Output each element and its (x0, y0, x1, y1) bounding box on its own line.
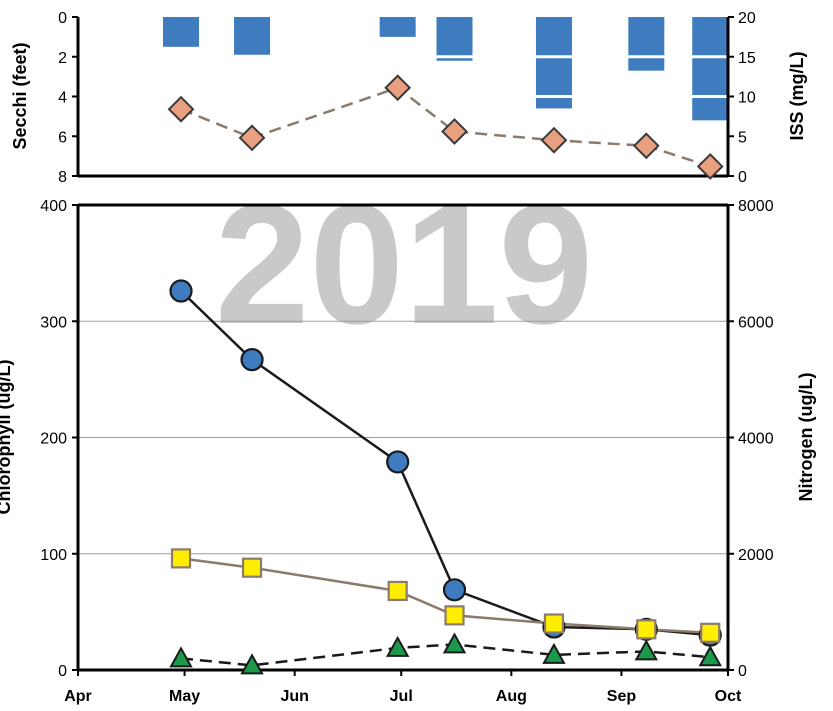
chlorophyll-axis-title: Chlorophyll (ug/L) (0, 360, 14, 515)
phosphorus-point (385, 635, 410, 657)
secchi-bar (535, 17, 572, 56)
secchi-bar (692, 17, 729, 56)
secchi-tick-label: 2 (58, 50, 67, 67)
phosphorus-line (180, 643, 711, 667)
secchi-bar (628, 58, 665, 71)
x-tick-label: May (169, 688, 200, 705)
left-tick-label: 200 (40, 431, 67, 448)
series-markers (169, 279, 722, 675)
x-tick-label: Apr (64, 688, 92, 705)
phosphorus-point (442, 632, 467, 654)
x-tick-label: Jul (390, 688, 413, 705)
nitrogen-point (241, 557, 263, 578)
iss-point (540, 126, 568, 154)
iss-tick-label: 0 (738, 169, 747, 186)
right-tick-label: 6000 (738, 314, 774, 331)
secchi-tick-label: 4 (58, 90, 67, 107)
right-tick-label: 8000 (738, 198, 774, 215)
nitrogen-point (700, 622, 721, 643)
secchi-tick-label: 8 (58, 169, 67, 186)
secchi-bar (436, 17, 473, 56)
top-panel: 0 2 4 6 8 0 5 10 15 20 Secchi (feet) ISS (mg/L) (10, 10, 807, 186)
phosphorus-point (698, 645, 722, 667)
right-tick-label: 2000 (738, 547, 774, 564)
phosphorus-point (240, 653, 264, 675)
secchi-tick-label: 0 (58, 10, 67, 27)
secchi-bars (163, 17, 729, 121)
secchi-bar (234, 17, 271, 55)
phosphorus-point (634, 639, 659, 661)
right-tick-label: 4000 (738, 431, 774, 448)
iss-tick-label: 10 (738, 90, 756, 107)
secchi-bar (163, 17, 200, 47)
left-tick-label: 0 (58, 663, 67, 680)
iss-point (384, 74, 412, 102)
top-axes: 0 2 4 6 8 0 5 10 15 20 (58, 10, 756, 186)
left-tick-label: 100 (40, 547, 67, 564)
iss-markers (167, 74, 724, 180)
left-tick-label: 300 (40, 314, 67, 331)
iss-point (167, 95, 195, 123)
secchi-bar (692, 98, 729, 121)
nitrogen-axis-title: Nitrogen (ug/L) (796, 373, 816, 502)
secchi-tick-label: 6 (58, 129, 67, 146)
nitrogen-point (170, 548, 192, 569)
phosphorus-point (542, 642, 566, 664)
chlorophyll-point (386, 450, 410, 474)
iss-tick-label: 15 (738, 50, 756, 67)
nitrogen-point (444, 605, 465, 626)
iss-tick-label: 20 (738, 10, 756, 27)
x-tick-label: Sep (607, 688, 637, 705)
nitrogen-point (387, 580, 408, 602)
chlorophyll-point (442, 578, 467, 602)
iss-point (238, 124, 266, 152)
iss-axis-title: ISS (mg/L) (787, 51, 807, 140)
secchi-bar (379, 17, 416, 37)
secchi-bar (692, 58, 729, 95)
chlorophyll-point (240, 348, 264, 372)
secchi-bar (436, 58, 473, 61)
nitrogen-point (636, 619, 657, 640)
left-tick-label: 400 (40, 198, 67, 215)
iss-point (441, 118, 468, 145)
year-watermark: 2019 (215, 170, 593, 360)
iss-point (632, 132, 660, 160)
secchi-bar (535, 58, 572, 95)
iss-tick-label: 5 (738, 129, 747, 146)
secchi-axis-title: Secchi (feet) (10, 42, 30, 149)
iss-point (696, 153, 724, 180)
chlorophyll-point (169, 279, 193, 303)
phosphorus-point (169, 646, 193, 668)
x-tick-label: Aug (496, 688, 527, 705)
nitrogen-point (543, 613, 565, 634)
x-tick-label: Oct (715, 688, 742, 705)
right-tick-label: 0 (738, 663, 747, 680)
x-tick-label: Jun (280, 688, 308, 705)
secchi-bar (628, 17, 665, 56)
secchi-bar (535, 98, 572, 109)
